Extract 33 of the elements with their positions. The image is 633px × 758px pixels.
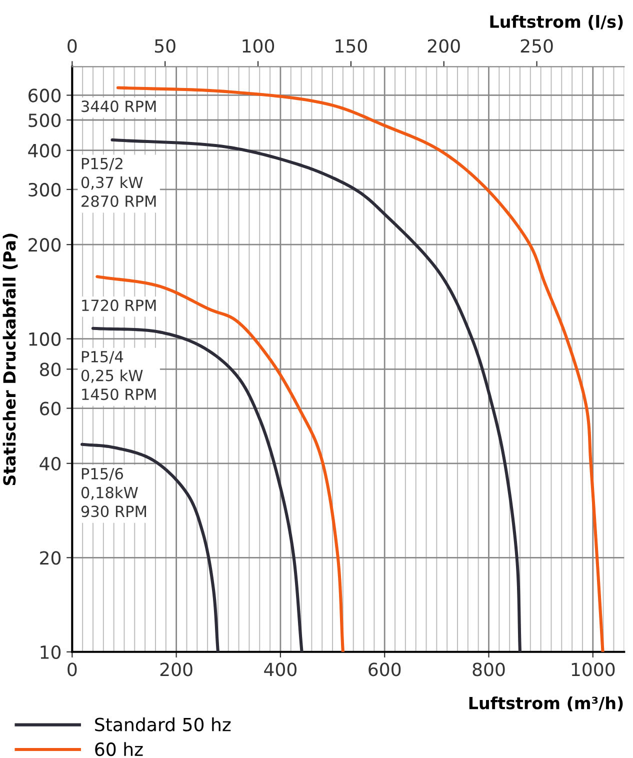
x-tick-label: 0 [68,662,77,676]
y-tick-label: 80 [40,362,61,376]
x-tick-label: 600 [368,662,401,676]
y-tick-label: 100 [29,332,61,346]
y-tick-label: 200 [28,238,61,252]
annotation: P15/6 0,18kW 930 RPM [81,468,146,518]
annotation: P15/2 0,37 kW 2870 RPM [81,158,156,208]
y-tick-label: 600 [28,88,61,102]
x-tick-label: 1000 [572,662,615,676]
y-tick-label: 60 [40,402,61,416]
annotation: P15/4 0,25 kW 1450 RPM [81,351,156,400]
x2-tick-label: 200 [428,39,460,53]
annotation: 1720 RPM [82,300,156,312]
legend-label: Standard 50 hz [95,717,231,732]
x2-tick-label: 100 [242,39,274,53]
x2-tick-label: 0 [68,39,77,53]
annotation: 3440 RPM [82,100,156,112]
x-tick-label: 400 [264,662,296,676]
y-axis-title: Statischer Druckabfall (Pa) [2,234,18,486]
y-tick-label: 10 [40,645,61,659]
y-tick-label: 300 [28,182,61,197]
y-tick-label: 500 [28,113,61,128]
x2-tick-label: 150 [336,39,367,53]
x-tick-label: 200 [160,662,192,676]
x-tick-label: 800 [472,662,505,676]
y-tick-label: 40 [40,456,61,471]
legend-label: 60 hz [95,742,143,756]
x2-axis-title: Luftstrom (l/s) [490,15,623,30]
x2-tick-label: 250 [520,39,553,53]
y-tick-label: 400 [28,144,61,158]
y-tick-label: 20 [40,551,61,565]
x-axis-title: Luftstrom (m³/h) [469,696,623,712]
x2-tick-label: 50 [154,39,176,53]
